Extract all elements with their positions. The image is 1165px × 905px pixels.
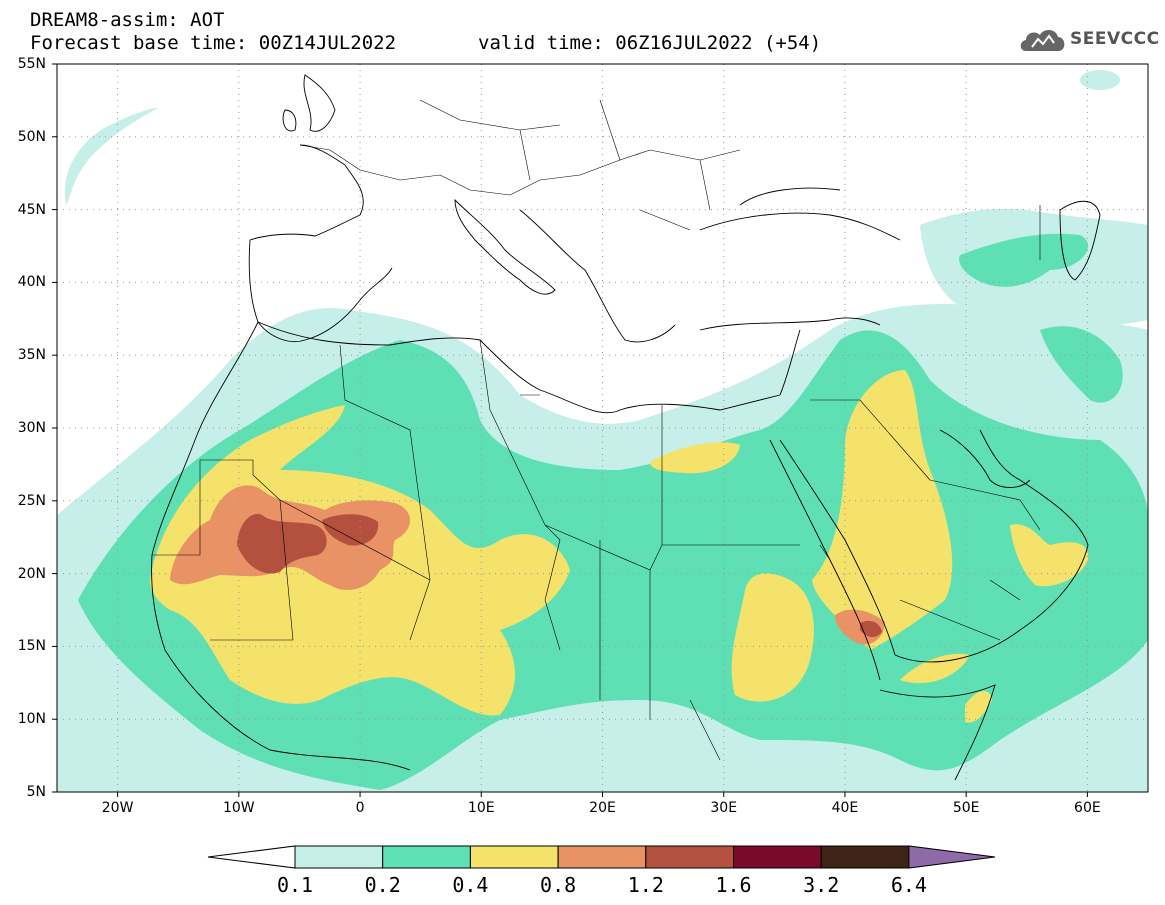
lat-label: 25N xyxy=(17,492,46,509)
logo-text: SEEVCCC xyxy=(1070,29,1160,49)
lat-label: 30N xyxy=(17,420,46,436)
colorbar-cell xyxy=(294,845,384,869)
colorbar-label: 6.4 xyxy=(890,873,927,897)
lat-label: 5N xyxy=(26,784,46,800)
lat-label: 40N xyxy=(17,274,46,291)
colorbar-label: 1.6 xyxy=(715,873,752,897)
colorbar-label: 3.2 xyxy=(803,873,840,897)
lat-label: 55N xyxy=(17,56,46,72)
colorbar-cell xyxy=(469,845,559,869)
axis-ticks xyxy=(52,63,1088,797)
colorbar-cell xyxy=(557,845,647,869)
lon-label: 10E xyxy=(467,800,495,816)
lon-label: 30E xyxy=(710,800,738,816)
colorbar-label: 0.1 xyxy=(276,873,314,897)
lon-label: 20W xyxy=(101,800,134,816)
lat-label: 20N xyxy=(17,565,46,582)
colorbar-under-arrow xyxy=(207,845,296,869)
lat-label: 10N xyxy=(17,711,46,728)
lon-label: 60E xyxy=(1074,800,1101,816)
lon-label: 50E xyxy=(952,800,980,816)
lat-label: 50N xyxy=(17,128,46,145)
cloud-icon xyxy=(1020,29,1065,51)
colorbar-cell xyxy=(820,845,910,869)
lon-label: 10W xyxy=(222,800,255,816)
colorbar-cell xyxy=(382,845,471,869)
lon-label: 40E xyxy=(831,800,859,816)
country-borders xyxy=(152,99,1041,761)
colorbar-cell xyxy=(645,845,734,869)
lat-label: 15N xyxy=(17,638,46,655)
colorbar-label: 0.4 xyxy=(452,873,489,897)
aot-level-0.4 xyxy=(150,370,1089,723)
graticule xyxy=(57,64,1148,792)
lat-label: 45N xyxy=(17,201,46,218)
coastlines xyxy=(151,74,1101,781)
lon-label: 0 xyxy=(355,800,365,816)
colorbar xyxy=(207,845,996,869)
seevccc-logo: SEEVCCC xyxy=(1018,25,1160,55)
colorbar-label: 0.2 xyxy=(364,873,401,897)
colorbar-label: 1.2 xyxy=(627,873,664,897)
lon-label: 20E xyxy=(589,800,616,816)
colorbar-label: 0.8 xyxy=(540,873,577,897)
valid-time: valid time: 06Z16JUL2022 (+54) xyxy=(478,32,822,54)
forecast-base-time: Forecast base time: 00Z14JUL2022 xyxy=(30,32,397,54)
aot-level-1.2 xyxy=(237,514,882,638)
lat-label: 35N xyxy=(17,347,46,364)
colorbar-over-arrow xyxy=(908,845,996,869)
map-title: DREAM8-assim: AOT xyxy=(30,9,225,31)
colorbar-cell xyxy=(733,845,822,869)
